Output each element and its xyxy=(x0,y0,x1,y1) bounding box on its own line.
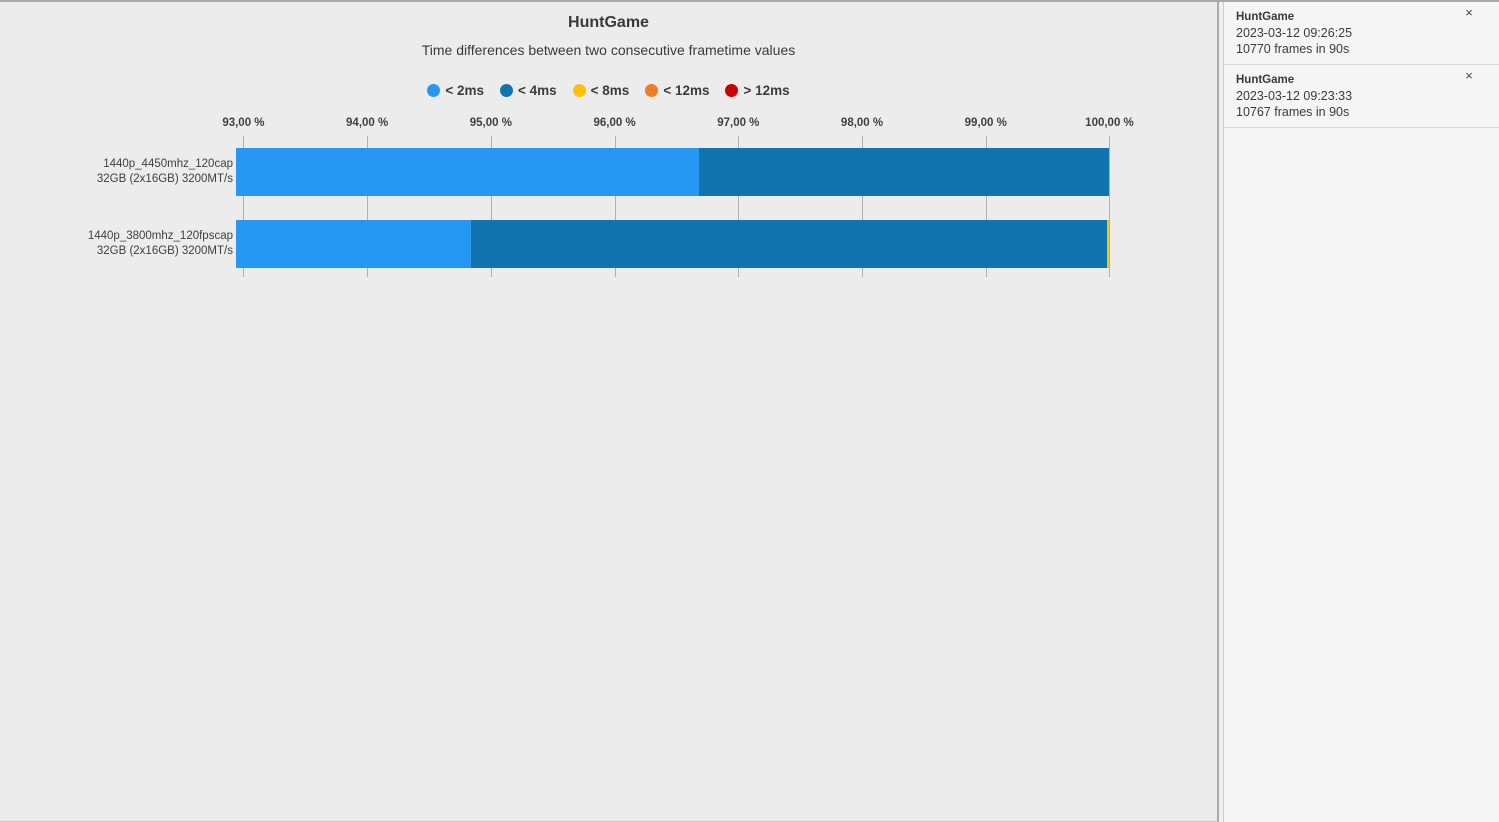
category-label: 1440p_4450mhz_120cap 32GB (2x16GB) 3200MT… xyxy=(3,148,233,196)
bar-segment xyxy=(236,148,699,196)
legend-item: < 2ms xyxy=(427,83,484,98)
category-label: 1440p_3800mhz_120fpscap 32GB (2x16GB) 320… xyxy=(3,220,233,268)
close-icon[interactable]: × xyxy=(1461,68,1477,84)
chart-title: HuntGame xyxy=(568,14,649,31)
x-axis-tick-label: 95,00 % xyxy=(469,117,512,129)
x-axis-gridline xyxy=(367,136,369,277)
session-card[interactable]: × HuntGame 2023-03-12 09:26:25 10770 fra… xyxy=(1224,2,1499,65)
session-datetime: 2023-03-12 09:26:25 xyxy=(1236,26,1353,40)
bar-segment xyxy=(236,220,472,268)
x-axis-tick-label: 99,00 % xyxy=(964,117,1007,129)
legend-item-label: < 8ms xyxy=(590,83,630,98)
legend-item: < 8ms xyxy=(572,83,630,98)
session-frames: 10770 frames in 90s xyxy=(1236,42,1350,56)
session-card[interactable]: × HuntGame 2023-03-12 09:23:33 10767 fra… xyxy=(1224,65,1499,128)
legend-item: < 4ms xyxy=(500,83,557,98)
legend-item: < 12ms xyxy=(645,83,709,98)
x-axis-tick-label: 94,00 % xyxy=(346,117,389,129)
legend-item-label: < 12ms xyxy=(663,83,710,98)
x-axis-gridline xyxy=(614,136,616,277)
category-label-line: 32GB (2x16GB) 3200MT/s xyxy=(96,245,233,257)
x-axis-tick-label: 97,00 % xyxy=(717,117,760,129)
category-label-line: 32GB (2x16GB) 3200MT/s xyxy=(96,173,233,185)
legend-color-dot-icon xyxy=(500,84,513,97)
panel-divider xyxy=(1219,2,1223,822)
legend-color-dot-icon xyxy=(645,84,659,97)
x-axis-tick-label: 96,00 % xyxy=(593,117,636,129)
x-axis-tick-label: 98,00 % xyxy=(840,117,884,129)
legend-item-label: < 4ms xyxy=(518,83,557,98)
session-title: HuntGame xyxy=(1236,74,1295,86)
x-axis-tick-label: 93,00 % xyxy=(222,117,265,129)
legend-color-dot-icon xyxy=(572,84,586,97)
x-axis-gridline xyxy=(985,136,987,277)
chart-area: HuntGame Time differences between two co… xyxy=(0,2,1219,822)
category-label-line: 1440p_3800mhz_120fpscap xyxy=(87,230,233,242)
x-axis-gridline xyxy=(738,136,740,277)
chart-legend: < 2ms < 4ms < 8ms < 12ms > 12ms xyxy=(0,83,1217,98)
legend-color-dot-icon xyxy=(725,84,739,97)
category-label-line: 1440p_4450mhz_120cap xyxy=(103,158,233,170)
x-axis-gridline xyxy=(243,136,245,277)
x-axis-gridline xyxy=(862,136,864,277)
bar-segment xyxy=(698,148,1110,196)
legend-item-label: > 12ms xyxy=(743,83,790,98)
session-title: HuntGame xyxy=(1236,11,1295,23)
session-datetime: 2023-03-12 09:23:33 xyxy=(1236,89,1353,103)
session-frames: 10767 frames in 90s xyxy=(1236,105,1350,119)
x-axis-gridline xyxy=(1109,136,1111,277)
x-axis-tick-label: 100,00 % xyxy=(1085,117,1134,129)
plot: 93,00 % 94,00 % 95,00 % 96,00 % 97,00 % 98,00… xyxy=(222,2,1134,402)
close-icon[interactable]: × xyxy=(1461,5,1477,21)
legend-item-label: < 2ms xyxy=(445,83,484,98)
x-axis-gridline xyxy=(490,136,492,277)
chart-subtitle: Time differences between two consecutive… xyxy=(421,42,796,58)
bar-segment xyxy=(471,220,1107,268)
bar-segment xyxy=(1107,220,1110,268)
session-panel: × HuntGame 2023-03-12 09:26:25 10770 fra… xyxy=(1223,2,1499,822)
legend-color-dot-icon xyxy=(427,84,441,97)
legend-item: > 12ms xyxy=(725,83,790,98)
